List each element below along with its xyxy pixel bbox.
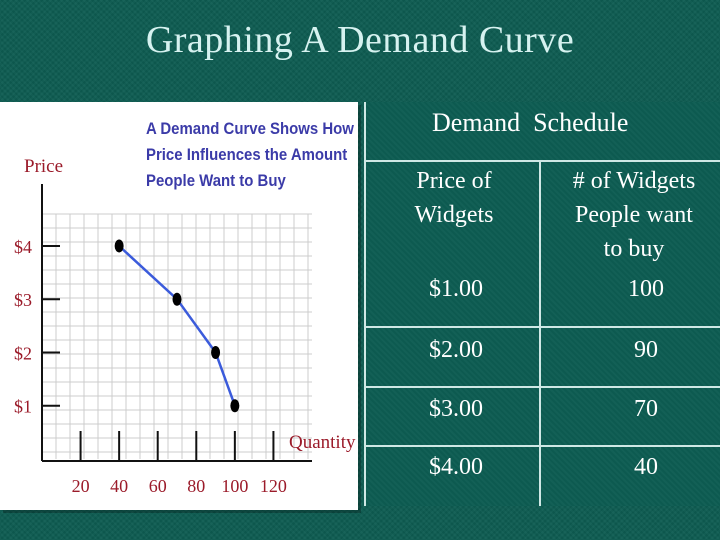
chart-caption-line: Price Influences the Amount xyxy=(146,146,348,164)
data-point xyxy=(230,399,240,413)
row-divider xyxy=(366,445,720,447)
table-cell-quantity: 100 xyxy=(628,276,664,302)
column-divider xyxy=(539,160,541,506)
demand-schedule-table: Demand Schedule Price of Widgets # of Wi… xyxy=(364,102,720,506)
axis-layer xyxy=(41,184,312,462)
table-cell-quantity: 70 xyxy=(634,396,658,422)
header-quantity: # of Widgets People want to buy xyxy=(572,168,696,262)
y-tick-label: $4 xyxy=(14,237,32,257)
chart-caption-line: People Want to Buy xyxy=(146,172,286,190)
data-point xyxy=(211,345,221,359)
x-tick-label: 120 xyxy=(260,476,287,496)
table-cell-price: $2.00 xyxy=(429,337,483,363)
data-point xyxy=(172,292,182,306)
grid-layer xyxy=(41,213,312,459)
row-divider xyxy=(366,386,720,388)
table-cell-quantity: 40 xyxy=(634,454,658,480)
y-tick-label: $1 xyxy=(14,397,32,417)
x-axis-label: Quantity xyxy=(289,432,356,453)
table-cell-quantity: 90 xyxy=(634,337,658,363)
table-title: Demand Schedule xyxy=(432,108,629,137)
y-axis-label: Price xyxy=(24,156,63,177)
row-divider xyxy=(366,160,720,162)
data-point xyxy=(114,239,124,253)
chart-caption-line: A Demand Curve Shows How xyxy=(146,120,354,138)
row-divider xyxy=(366,326,720,328)
table-cell-price: $4.00 xyxy=(429,454,483,480)
table-cell-price: $3.00 xyxy=(429,396,483,422)
y-tick-label: $3 xyxy=(14,290,32,310)
x-tick-label: 40 xyxy=(110,476,128,496)
x-tick-label: 100 xyxy=(221,476,248,496)
y-tick-label: $2 xyxy=(14,343,32,363)
text-layer: A Demand Curve Shows How Price Influences… xyxy=(14,120,356,496)
demand-curve-line xyxy=(118,245,237,407)
curve-layer xyxy=(114,239,240,413)
slide-title: Graphing A Demand Curve xyxy=(145,19,575,61)
x-tick-label: 20 xyxy=(72,476,90,496)
table-cell-price: $1.00 xyxy=(429,276,483,302)
header-price: Price of Widgets xyxy=(414,168,494,228)
x-tick-label: 60 xyxy=(149,476,167,496)
demand-curve-chart: A Demand Curve Shows How Price Influences… xyxy=(0,102,358,510)
demand-curve-svg: A Demand Curve Shows How Price Influences… xyxy=(14,120,356,496)
x-tick-label: 80 xyxy=(187,476,205,496)
